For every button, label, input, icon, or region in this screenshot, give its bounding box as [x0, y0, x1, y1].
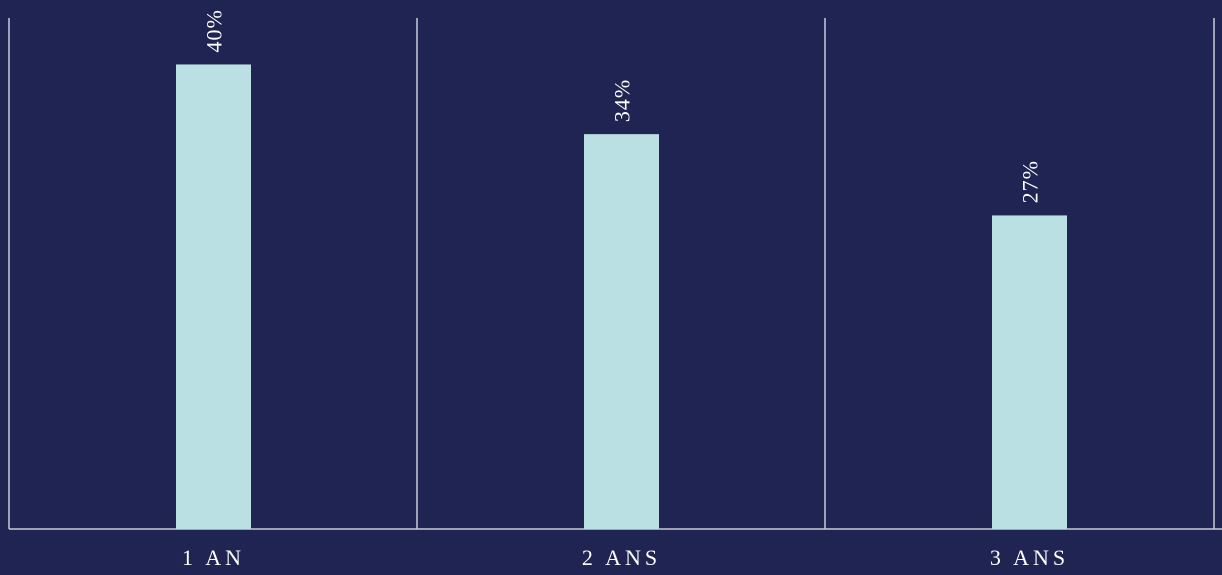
bars-group — [176, 64, 1067, 530]
bar-2 — [584, 134, 659, 530]
x-tick-label-2: 2 ANS — [582, 545, 661, 570]
bar-value-label-3: 27% — [1018, 160, 1043, 203]
bar-value-label-2: 34% — [610, 79, 635, 122]
x-tick-labels-group: 1 AN 2 ANS 3 ANS — [182, 545, 1069, 570]
bar-value-label-1: 40% — [202, 9, 227, 52]
value-labels-group: 40% 34% 27% — [202, 9, 1043, 203]
x-tick-label-1: 1 AN — [182, 545, 245, 570]
bar-1 — [176, 64, 251, 530]
x-tick-label-3: 3 ANS — [990, 545, 1069, 570]
bar-3 — [992, 215, 1067, 529]
